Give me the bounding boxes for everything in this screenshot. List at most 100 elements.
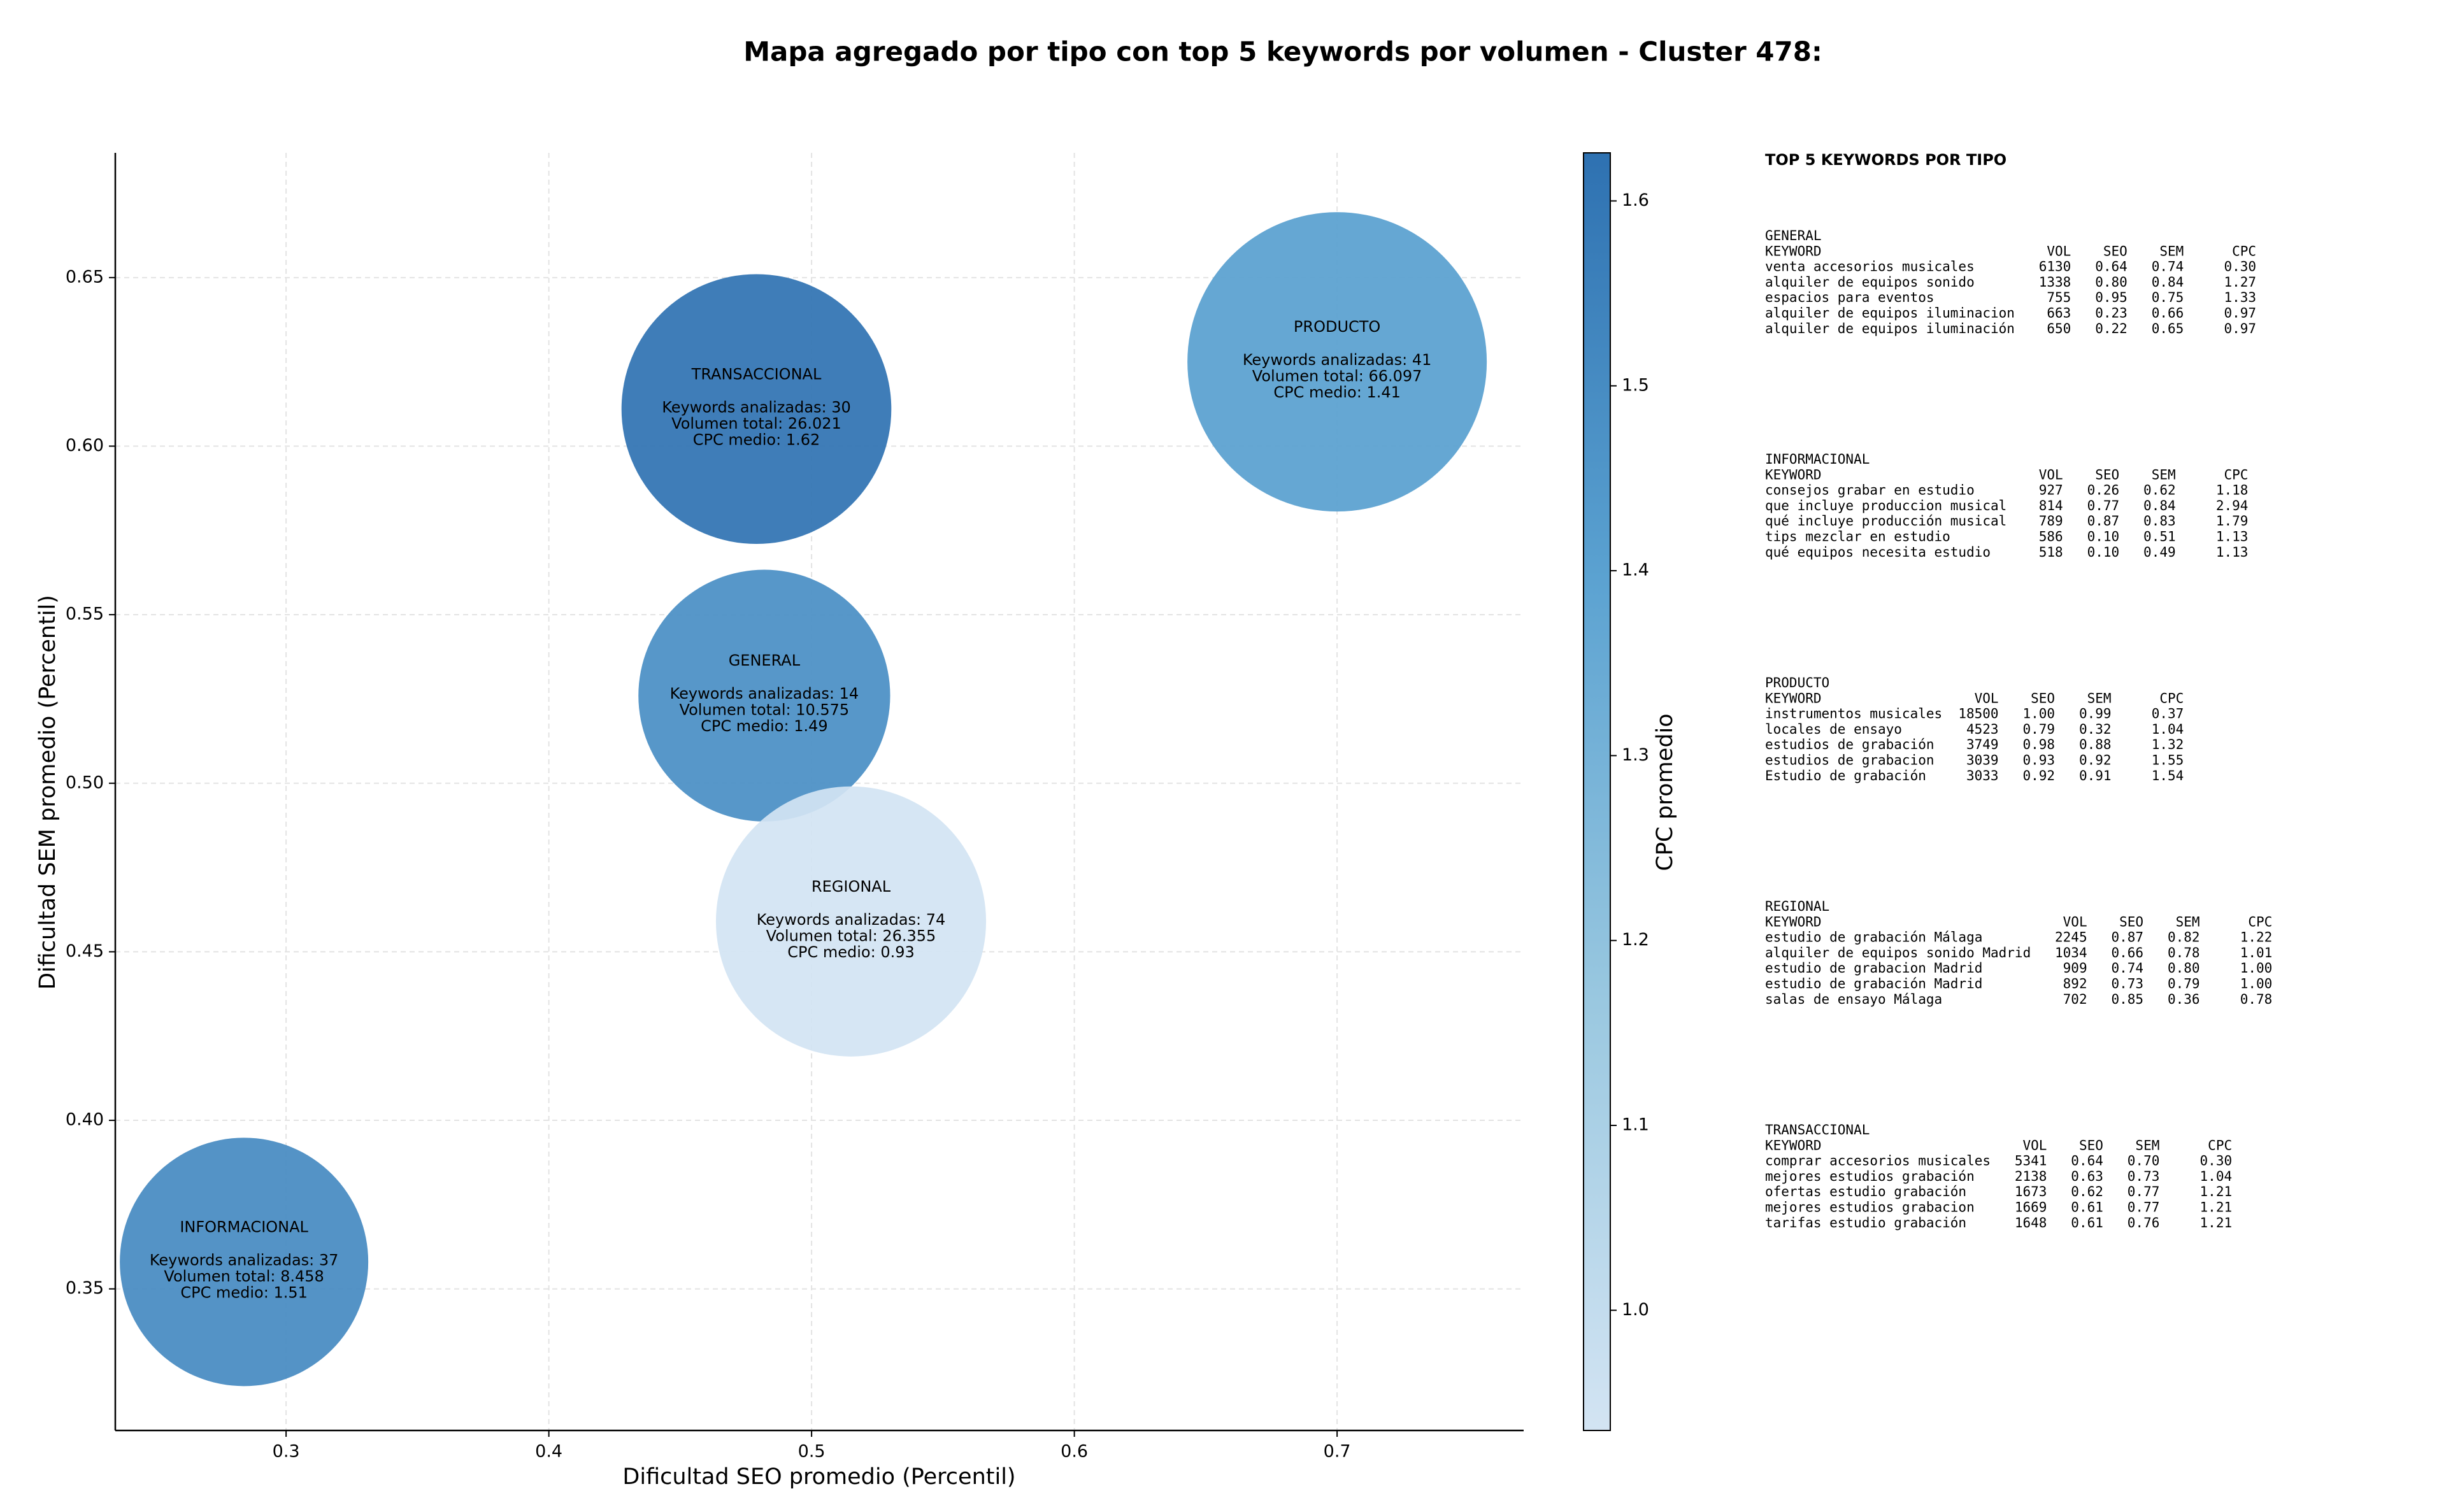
table-cell: locales de ensayo	[1765, 722, 1902, 737]
colorbar-tick-label: 1.3	[1622, 745, 1649, 765]
table-cell: 0.61	[2071, 1200, 2103, 1215]
table-cell: 3749	[1966, 737, 1999, 752]
table-cell: instrumentos musicales	[1765, 706, 1942, 722]
table-header: CPC	[2248, 914, 2272, 929]
table-cell: qué equipos necesita estudio	[1765, 545, 1991, 560]
y-tick-label: 0.55	[66, 604, 104, 624]
table-cell: 0.97	[2224, 321, 2256, 336]
table-header: VOL	[2039, 467, 2063, 482]
table-cell: 1338	[2039, 275, 2071, 290]
table-cell: que incluye produccion musical	[1765, 498, 2006, 513]
table-cell: 0.75	[2152, 290, 2184, 305]
table-cell: 3039	[1966, 753, 1999, 768]
table-cell: 4523	[1966, 722, 1999, 737]
group-name: GENERAL	[1765, 228, 1822, 243]
table-cell: 0.80	[2168, 960, 2200, 976]
bubble-annotation: Volumen total: 10.575	[680, 701, 850, 719]
table-header: SEM	[2087, 690, 2112, 706]
table-cell: estudio de grabacion Madrid	[1765, 960, 1982, 976]
table-cell: 0.66	[2112, 945, 2144, 960]
table-header: CPC	[2159, 690, 2184, 706]
table-cell: 0.92	[2022, 768, 2055, 783]
table-cell: 0.26	[2087, 483, 2120, 498]
table-cell: 0.78	[2168, 945, 2200, 960]
table-cell: 1.04	[2200, 1169, 2233, 1184]
y-tick-label: 0.60	[66, 436, 104, 455]
table-cell: mejores estudios grabación	[1765, 1169, 1975, 1184]
table-cell: 0.51	[2143, 529, 2176, 545]
table-cell: 0.32	[2079, 722, 2112, 737]
table-cell: 0.99	[2079, 706, 2112, 722]
chart-title: Mapa agregado por tipo con top 5 keyword…	[743, 36, 1822, 68]
table-cell: 0.92	[2079, 753, 2112, 768]
bubble-annotation: CPC medio: 1.51	[180, 1283, 308, 1301]
table-cell: estudio de grabación Madrid	[1765, 976, 1982, 992]
bubble	[715, 786, 987, 1057]
table-cell: 1.00	[2022, 706, 2055, 722]
table-cell: alquiler de equipos sonido Madrid	[1765, 945, 2031, 960]
table-cell: 586	[2039, 529, 2063, 545]
bubble-annotation: Keywords analizadas: 74	[757, 911, 946, 929]
y-tick-label: 0.35	[66, 1278, 104, 1298]
table-cell: 0.22	[2095, 321, 2128, 336]
table-header: SEM	[2152, 467, 2176, 482]
bubble-annotation: CPC medio: 1.49	[701, 717, 828, 735]
table-cell: 0.77	[2087, 498, 2120, 513]
table-cell: 3033	[1966, 768, 1999, 783]
table-cell: 0.23	[2095, 306, 2128, 321]
bubble-annotation: Volumen total: 26.355	[766, 927, 936, 945]
table-cell: 1.27	[2224, 275, 2256, 290]
table-cell: 0.77	[2128, 1200, 2160, 1215]
colorbar-tick-label: 1.5	[1622, 375, 1649, 395]
table-cell: 1.21	[2200, 1200, 2233, 1215]
table-cell: 0.76	[2128, 1215, 2160, 1230]
colorbar-tick-label: 1.1	[1622, 1115, 1649, 1134]
table-cell: 0.63	[2071, 1169, 2103, 1184]
table-cell: 0.37	[2152, 706, 2184, 722]
table-cell: 0.30	[2200, 1153, 2233, 1169]
bubble-label: PRODUCTO	[1294, 318, 1380, 336]
table-cell: 2138	[2015, 1169, 2047, 1184]
table-header: KEYWORD	[1765, 1138, 1822, 1153]
table-cell: 0.83	[2143, 513, 2176, 529]
table-header: KEYWORD	[1765, 914, 1822, 929]
table-header: SEM	[2159, 243, 2184, 259]
table-cell: 1.54	[2152, 768, 2184, 783]
colorbar-tick-label: 1.4	[1622, 560, 1649, 580]
table-header: SEO	[2031, 690, 2055, 706]
table-cell: 0.30	[2224, 259, 2256, 275]
table-cell: 0.70	[2128, 1153, 2160, 1169]
table-cell: 0.84	[2143, 498, 2176, 513]
table-cell: 1.22	[2240, 930, 2273, 945]
colorbar-label: CPC promedio	[1652, 713, 1678, 871]
table-cell: 0.79	[2022, 722, 2055, 737]
table-cell: 1673	[2015, 1184, 2047, 1199]
table-cell: 2245	[2055, 930, 2087, 945]
table-cell: 0.66	[2152, 306, 2184, 321]
table-header: VOL	[1975, 690, 1999, 706]
table-cell: 5341	[2015, 1153, 2047, 1169]
bubble	[120, 1138, 369, 1387]
table-cell: 1669	[2015, 1200, 2047, 1215]
table-cell: 0.97	[2224, 306, 2256, 321]
table-cell: 0.10	[2087, 529, 2120, 545]
table-cell: 0.79	[2168, 976, 2200, 992]
y-tick-label: 0.45	[66, 941, 104, 961]
table-cell: 0.62	[2143, 483, 2176, 498]
x-axis-label: Dificultad SEO promedio (Percentil)	[622, 1464, 1015, 1490]
bubble	[621, 274, 892, 545]
table-cell: mejores estudios grabacion	[1765, 1200, 1975, 1215]
y-axis-label: Dificultad SEM promedio (Percentil)	[35, 595, 61, 990]
table-header: SEM	[2176, 914, 2200, 929]
table-header: SEO	[2103, 243, 2128, 259]
bubble	[638, 569, 890, 822]
table-cell: 0.64	[2095, 259, 2128, 275]
table-cell: 0.36	[2168, 992, 2200, 1007]
table-cell: 0.85	[2112, 992, 2144, 1007]
table-cell: 18500	[1958, 706, 1998, 722]
table-cell: 2.94	[2216, 498, 2249, 513]
table-cell: 0.93	[2022, 753, 2055, 768]
table-cell: 0.74	[2152, 259, 2184, 275]
colorbar	[1583, 152, 1611, 1431]
